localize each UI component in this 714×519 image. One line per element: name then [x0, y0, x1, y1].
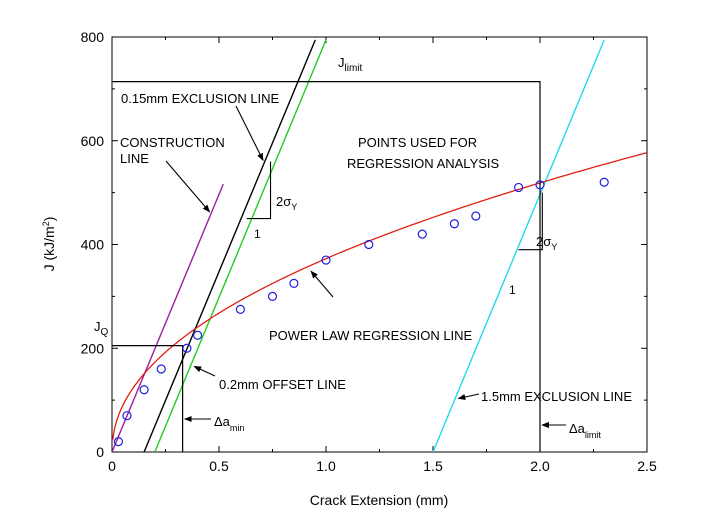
slope-triangles: [246, 161, 543, 251]
x-tick-label: 0: [108, 458, 116, 474]
y-tick-label: 200: [81, 340, 105, 356]
y-tick-label: 400: [81, 237, 105, 253]
exclusion-015-label: 0.15mm EXCLUSION LINE: [121, 91, 280, 106]
x-axis-label: Crack Extension (mm): [310, 492, 448, 508]
slope-triangle-left: [246, 161, 272, 220]
arrow-construction: [165, 160, 211, 213]
exclusion-15-label: 1.5mm EXCLUSION LINE: [481, 389, 632, 404]
offset-line: [154, 39, 327, 452]
x-tick-label: 2.5: [637, 458, 657, 474]
data-point: [156, 364, 166, 374]
data-point: [139, 385, 149, 395]
jq-guide: [112, 345, 184, 452]
jlimit-guide: [112, 81, 541, 452]
annotation-arrows: [165, 105, 566, 429]
data-point: [449, 219, 459, 229]
slope-left-label: 2σY: [276, 194, 297, 212]
power-law-regression-curve: [112, 152, 647, 441]
y-tick-label: 0: [96, 444, 104, 460]
x-tick-label: 1.5: [423, 458, 443, 474]
dalimit-label: Δalimit: [569, 421, 601, 440]
y-axis-label: J (kJ/m2): [41, 217, 57, 272]
arrow-exclusion-15: [457, 393, 480, 401]
data-point: [122, 411, 132, 421]
data-point: [235, 304, 245, 314]
construction-lines: [112, 39, 605, 452]
arrow-power-law: [310, 270, 334, 298]
y-tick-label: 800: [81, 29, 105, 45]
slope-left-one: 1: [254, 227, 261, 241]
data-point: [182, 343, 192, 353]
construction-label-line2: LINE: [120, 151, 149, 166]
points-used-label-line1: POINTS USED FOR: [358, 135, 477, 150]
y-tick-label: 600: [81, 133, 105, 149]
damin-label: Δamin: [214, 414, 244, 433]
construction-label-line1: CONSTRUCTION: [120, 135, 225, 150]
construction-line: [112, 183, 224, 452]
data-point: [417, 229, 427, 239]
x-tick-label: 2.0: [530, 458, 550, 474]
arrow-exclusion-015: [235, 105, 264, 162]
points-used-label-line2: REGRESSION ANALYSIS: [347, 156, 500, 171]
slope-triangle-right: [518, 192, 543, 251]
data-point: [364, 239, 374, 250]
limit-guides: [112, 81, 541, 452]
x-tick-label: 1.0: [316, 458, 336, 474]
data-point: [321, 255, 331, 265]
data-point: [599, 177, 609, 187]
axis-ticks: [111, 36, 648, 453]
data-points: [113, 177, 609, 447]
data-point: [113, 437, 124, 447]
slope-right-label: 2σY: [536, 234, 557, 252]
slope-right-one: 1: [509, 283, 516, 297]
data-point: [535, 180, 545, 190]
exclusion-15-line: [432, 39, 605, 452]
data-point: [471, 211, 481, 221]
offset-label: 0.2mm OFFSET LINE: [219, 377, 346, 392]
data-point: [513, 182, 524, 193]
data-point: [289, 278, 299, 289]
jq-label: JQ: [94, 319, 109, 338]
data-point: [267, 291, 278, 301]
x-tick-label: 0.5: [209, 458, 229, 474]
arrow-offset: [193, 365, 216, 377]
exclusion-015-line: [143, 39, 316, 452]
jlimit-label: Jlimit: [338, 55, 362, 74]
power-law-label: POWER LAW REGRESSION LINE: [269, 328, 473, 343]
axis-tick-labels: 0 0.5 1.0 1.5 2.0 2.5 0 200 400 600 800: [81, 29, 657, 474]
data-point: [193, 330, 203, 340]
